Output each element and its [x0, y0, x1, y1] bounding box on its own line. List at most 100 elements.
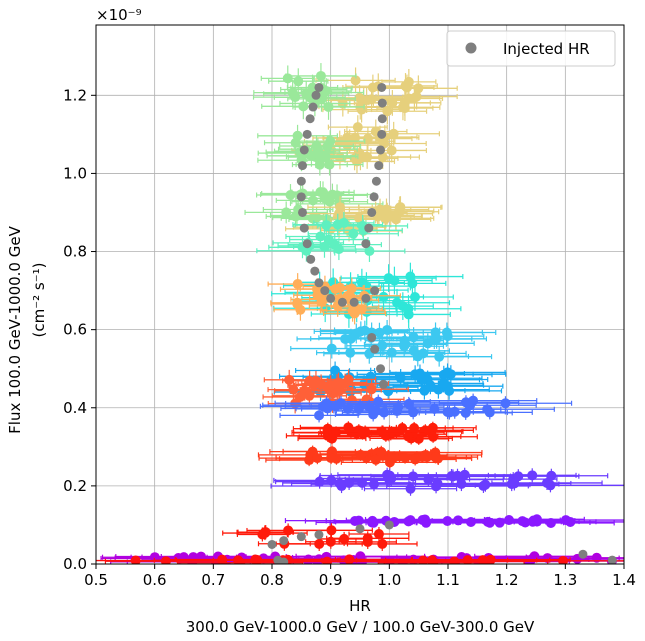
data-point	[405, 271, 416, 282]
x-tick-label: 1.1	[436, 571, 460, 589]
injected-hr-point	[377, 98, 387, 108]
injected-hr-point	[305, 114, 315, 124]
data-point	[410, 369, 421, 380]
data-point	[307, 213, 318, 224]
injected-hr-point	[308, 102, 318, 112]
data-point	[281, 207, 292, 218]
injected-hr-point	[279, 557, 289, 564]
y-axis-ticks: 0.0 0.2 0.4 0.6 0.8 1.0 1.2	[63, 86, 96, 573]
hr-series	[244, 181, 384, 231]
data-point	[409, 93, 420, 104]
data-point	[324, 159, 335, 170]
data-point	[565, 516, 576, 527]
data-point	[257, 529, 268, 540]
data-point	[430, 327, 441, 338]
x-tick-label: 1.0	[377, 571, 401, 589]
y-offset-text: ×10⁻⁹	[96, 6, 142, 24]
data-point	[438, 378, 449, 389]
injected-hr-point	[298, 207, 308, 217]
data-point	[312, 453, 323, 464]
y-tick-label: 1.0	[63, 164, 87, 182]
injected-hr-point	[367, 207, 377, 217]
data-point	[376, 446, 387, 457]
data-point	[290, 92, 301, 103]
data-point	[410, 454, 421, 465]
injected-hr-point	[337, 297, 347, 307]
data-point	[357, 477, 368, 488]
data-point	[386, 145, 397, 156]
injected-hr-point	[310, 266, 320, 276]
data-point	[292, 130, 303, 141]
injected-hr-point	[578, 549, 588, 559]
data-point	[314, 538, 325, 549]
data-point	[379, 407, 390, 418]
injected-hr-point	[369, 192, 379, 202]
data-point	[292, 279, 303, 290]
data-point	[480, 479, 491, 490]
injected-hr-point	[378, 379, 388, 389]
data-point	[408, 332, 419, 343]
data-point	[509, 478, 520, 489]
injected-hr-point	[384, 520, 394, 530]
data-point	[314, 410, 325, 421]
data-point	[321, 220, 332, 231]
data-point	[401, 82, 412, 93]
injected-hr-point	[299, 223, 309, 233]
data-point	[347, 305, 358, 316]
injected-hr-point	[314, 278, 324, 288]
hr-series	[259, 393, 573, 423]
injected-hr-point	[302, 129, 312, 139]
data-point	[366, 384, 377, 395]
data-point	[285, 190, 296, 201]
data-point	[386, 347, 397, 358]
data-point	[394, 202, 405, 213]
plot-area	[96, 63, 624, 564]
legend: Injected HR	[446, 30, 616, 67]
data-point	[373, 528, 384, 539]
data-point	[442, 515, 453, 526]
y-tick-label: 0.8	[63, 243, 87, 261]
y-tick-label: 0.2	[63, 477, 87, 495]
injected-hr-point	[364, 223, 374, 233]
injected-hr-point	[349, 297, 359, 307]
data-point	[322, 423, 333, 434]
injected-hr-point	[367, 332, 377, 342]
data-point	[390, 213, 401, 224]
data-point	[517, 516, 528, 527]
data-point	[339, 533, 350, 544]
data-point	[405, 483, 416, 494]
data-point	[293, 76, 304, 87]
data-point	[283, 525, 294, 536]
data-point	[428, 431, 439, 442]
data-point	[352, 122, 363, 133]
injected-hr-point	[306, 254, 316, 264]
data-point	[333, 244, 344, 255]
data-point	[477, 555, 488, 564]
data-point	[377, 538, 388, 549]
data-point	[444, 385, 455, 396]
x-tick-label: 0.7	[201, 571, 225, 589]
data-point	[382, 106, 393, 117]
data-point	[531, 514, 542, 525]
injected-hr-point	[370, 344, 380, 354]
x-tick-label: 0.5	[84, 571, 108, 589]
data-point	[409, 423, 420, 434]
data-point	[340, 333, 351, 344]
data-point	[321, 398, 332, 409]
x-tick-label: 1.4	[612, 571, 636, 589]
x-tick-label: 0.8	[260, 571, 284, 589]
y-axis-label: Flux 100.0 GeV-1000.0 GeV	[6, 225, 24, 433]
data-point	[326, 343, 337, 354]
data-point	[350, 75, 361, 86]
injected-hr-point	[377, 129, 387, 139]
injected-hr-point	[377, 82, 387, 92]
injected-hr-point	[296, 192, 306, 202]
data-point	[356, 104, 367, 115]
data-point	[558, 555, 569, 564]
x-tick-label: 0.6	[143, 571, 167, 589]
data-point	[383, 273, 394, 284]
injected-hr-point	[607, 555, 617, 564]
data-point	[371, 405, 382, 416]
injected-hr-point	[376, 364, 386, 374]
